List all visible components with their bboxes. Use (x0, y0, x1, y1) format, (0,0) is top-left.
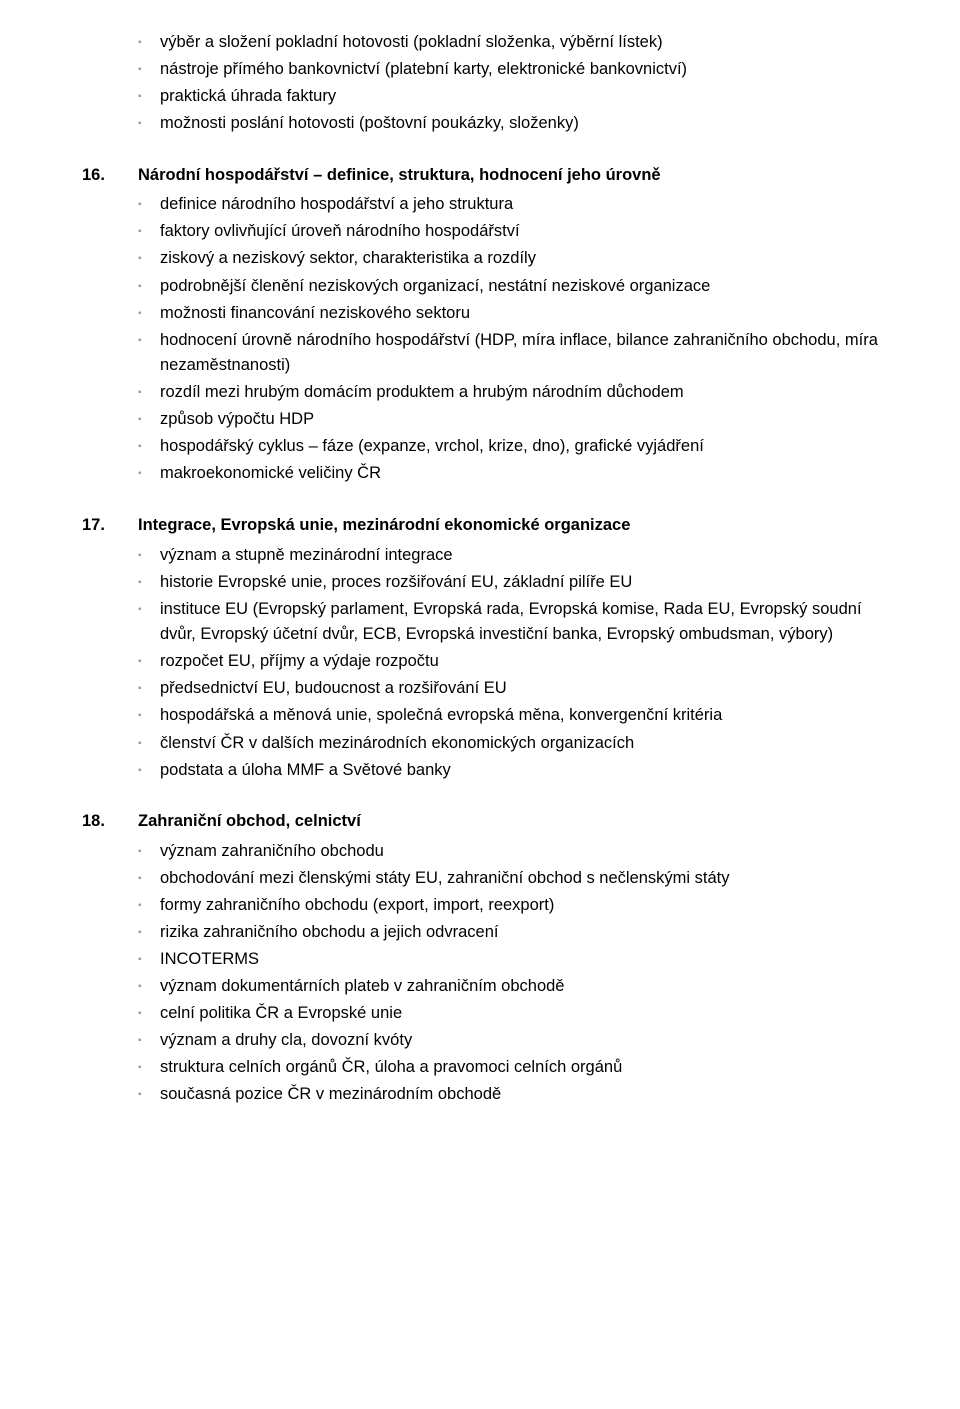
list-item: ziskový a neziskový sektor, charakterist… (138, 246, 878, 272)
section: 18.Zahraniční obchod, celnictví význam za… (82, 809, 878, 1108)
section-number: 17. (82, 513, 138, 539)
orphan-item-list: výběr a složení pokladní hotovosti (pokl… (82, 30, 878, 137)
list-item: definice národního hospodářství a jeho s… (138, 192, 878, 218)
list-item: nástroje přímého bankovnictví (platební … (138, 57, 878, 83)
section-number: 18. (82, 809, 138, 835)
section-heading: 18.Zahraniční obchod, celnictví (82, 809, 878, 835)
list-item: rozpočet EU, příjmy a výdaje rozpočtu (138, 649, 878, 675)
list-item: způsob výpočtu HDP (138, 407, 878, 433)
list-item: obchodování mezi členskými státy EU, zah… (138, 866, 878, 892)
list-item: význam dokumentárních plateb v zahraničn… (138, 974, 878, 1000)
section: 16.Národní hospodářství – definice, stru… (82, 163, 878, 487)
list-item: význam a stupně mezinárodní integrace (138, 543, 878, 569)
list-item: makroekonomické veličiny ČR (138, 461, 878, 487)
section-heading: 16.Národní hospodářství – definice, stru… (82, 163, 878, 189)
list-item: hodnocení úrovně národního hospodářství … (138, 328, 878, 379)
section-item-list: význam zahraničního obchoduobchodování m… (82, 839, 878, 1108)
list-item: podstata a úloha MMF a Světové banky (138, 758, 878, 784)
section-title: Národní hospodářství – definice, struktu… (138, 163, 878, 189)
list-item: formy zahraničního obchodu (export, impo… (138, 893, 878, 919)
section-item-list: význam a stupně mezinárodní integracehis… (82, 543, 878, 784)
list-item: předsednictví EU, budoucnost a rozšiřová… (138, 676, 878, 702)
list-item: možnosti financování neziskového sektoru (138, 301, 878, 327)
list-item: hospodářský cyklus – fáze (expanze, vrch… (138, 434, 878, 460)
section-heading: 17.Integrace, Evropská unie, mezinárodní… (82, 513, 878, 539)
section-item-list: definice národního hospodářství a jeho s… (82, 192, 878, 487)
list-item: celní politika ČR a Evropské unie (138, 1001, 878, 1027)
list-item: historie Evropské unie, proces rozšiřová… (138, 570, 878, 596)
list-item: struktura celních orgánů ČR, úloha a pra… (138, 1055, 878, 1081)
list-item: současná pozice ČR v mezinárodním obchod… (138, 1082, 878, 1108)
list-item: členství ČR v dalších mezinárodních ekon… (138, 731, 878, 757)
list-item: význam a druhy cla, dovozní kvóty (138, 1028, 878, 1054)
list-item: podrobnější členění neziskových organiza… (138, 274, 878, 300)
section-title: Zahraniční obchod, celnictví (138, 809, 878, 835)
section-number: 16. (82, 163, 138, 189)
section-title: Integrace, Evropská unie, mezinárodní ek… (138, 513, 878, 539)
list-item: instituce EU (Evropský parlament, Evrops… (138, 597, 878, 648)
list-item: možnosti poslání hotovosti (poštovní pou… (138, 111, 878, 137)
list-item: faktory ovlivňující úroveň národního hos… (138, 219, 878, 245)
list-item: INCOTERMS (138, 947, 878, 973)
list-item: rizika zahraničního obchodu a jejich odv… (138, 920, 878, 946)
list-item: hospodářská a měnová unie, společná evro… (138, 703, 878, 729)
list-item: praktická úhrada faktury (138, 84, 878, 110)
list-item: význam zahraničního obchodu (138, 839, 878, 865)
section: 17.Integrace, Evropská unie, mezinárodní… (82, 513, 878, 783)
list-item: rozdíl mezi hrubým domácím produktem a h… (138, 380, 878, 406)
list-item: výběr a složení pokladní hotovosti (pokl… (138, 30, 878, 56)
